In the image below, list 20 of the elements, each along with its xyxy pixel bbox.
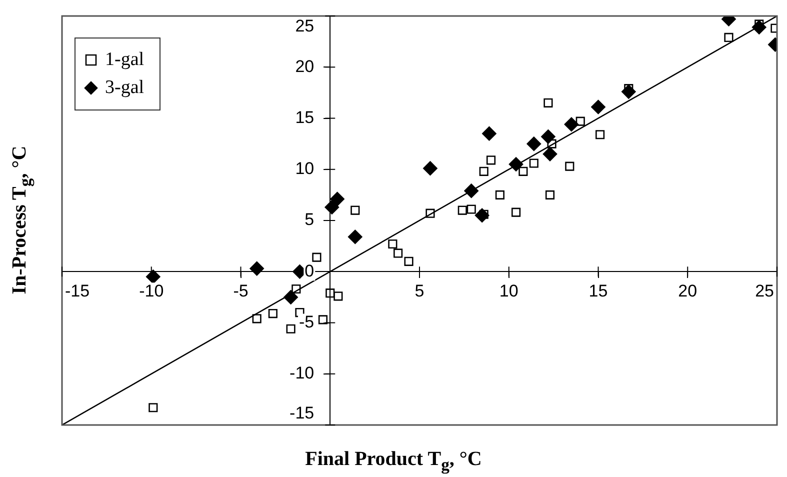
y-tick-label: 10 <box>295 159 314 178</box>
y-tick-label: 0 <box>304 261 314 280</box>
x-tick-label: 5 <box>414 281 424 300</box>
y-tick-label: -5 <box>299 312 314 332</box>
x-tick-label: -15 <box>65 281 90 300</box>
y-tick-label: 25 <box>295 16 314 36</box>
legend-label: 1-gal <box>105 48 144 70</box>
x-tick-label: 10 <box>499 281 518 300</box>
x-tick-label: -5 <box>233 281 248 300</box>
x-tick-label: 25 <box>755 281 774 300</box>
y-tick-label: 15 <box>295 108 314 127</box>
legend-label: 3-gal <box>105 76 144 98</box>
x-tick-label: 20 <box>678 281 698 300</box>
y-tick-label: -15 <box>290 404 314 423</box>
y-tick-label: 5 <box>304 210 314 230</box>
x-axis-title: Final Product T$_{g}$, °C <box>304 448 483 475</box>
x-tick-label: 15 <box>588 281 608 300</box>
y-tick-label: 20 <box>295 56 314 76</box>
y-tick-label: -10 <box>290 364 314 383</box>
x-tick-label: -10 <box>139 281 164 300</box>
